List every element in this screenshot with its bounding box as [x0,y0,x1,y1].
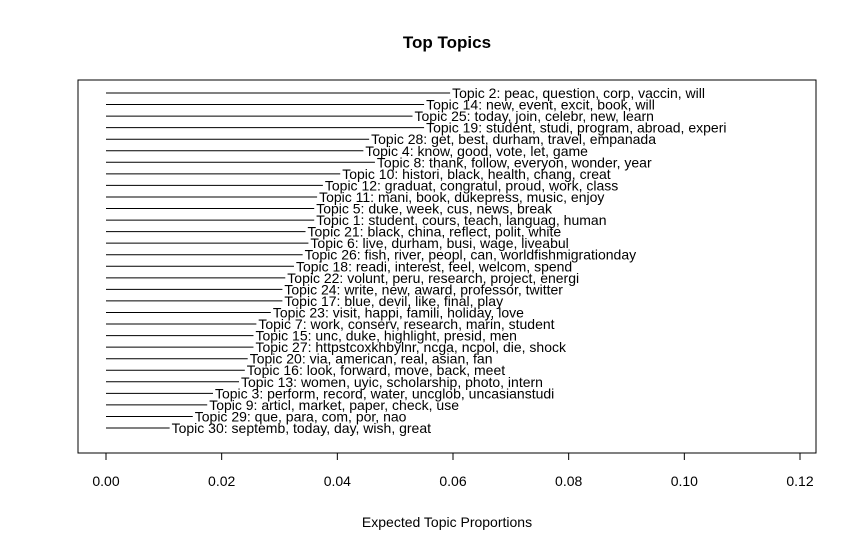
bar-label-topic-3: Topic 19: student, studi, program, abroa… [426,120,726,136]
bar-label-topic-26: Topic 3: perform, record, water, uncglob… [215,385,554,401]
bar-label-topic-18: Topic 17: blue, devil, like, final, play [284,293,503,309]
bar-label-topic-21: Topic 15: unc, duke, highlight, presid, … [255,328,516,344]
x-tick-label-2: 0.04 [324,473,351,489]
bar-label-topic-20: Topic 7: work, conserv, research, marin,… [258,316,554,332]
bar-label-topic-6: Topic 8: thank, follow, everyon, wonder,… [377,154,652,170]
bar-label-topic-16: Topic 22: volunt, peru, research, projec… [287,270,579,286]
bar-label-topic-22: Topic 27: httpstcoxkhbylnr, ncga, ncpol,… [255,339,567,355]
bar-label-topic-17: Topic 24: write, new, award, professor, … [284,281,563,297]
bars-layer [106,92,451,429]
bar-label-topic-1: Topic 14: new, event, excit, book, will [426,97,655,113]
bar-label-topic-29: Topic 30: septemb, today, day, wish, gre… [172,420,432,436]
x-axis: 0.00 0.02 0.04 0.06 0.08 0.10 0.12 [92,452,814,489]
x-tick-label-5: 0.10 [671,473,698,489]
x-tick-label-0: 0.00 [92,473,119,489]
bar-label-topic-10: Topic 5: duke, week, cus, news, break [316,201,553,217]
bar-label-topic-15: Topic 18: readi, interest, feel, welcom,… [296,258,572,274]
x-axis-title: Expected Topic Proportions [362,514,532,530]
x-tick-label-4: 0.08 [555,473,582,489]
bar-label-topic-2: Topic 25: today, join, celebr, new, lear… [415,108,654,124]
bar-label-topic-24: Topic 16: look, forward, move, back, mee… [247,362,505,378]
bar-label-topic-13: Topic 6: live, durham, busi, wage, livea… [310,235,568,251]
bar-label-topic-4: Topic 28: get, best, durham, travel, emp… [371,131,656,147]
bar-label-topic-8: Topic 12: graduat, congratul, proud, wor… [325,177,618,193]
x-tick-label-6: 0.12 [786,473,813,489]
bar-labels-layer: Topic 2: peac, question, corp, vaccin, w… [172,85,727,436]
bar-label-topic-12: Topic 21: black, china, reflect, polit, … [308,224,562,240]
x-tick-label-1: 0.02 [208,473,235,489]
bar-label-topic-5: Topic 4: know, good, vote, let, game [365,143,588,159]
bar-label-topic-23: Topic 20: via, american, real, asian, fa… [250,351,493,367]
bar-label-topic-11: Topic 1: student, cours, teach, languag,… [316,212,606,228]
x-tick-label-3: 0.06 [439,473,466,489]
bar-label-topic-9: Topic 11: mani, book, dukepress, music, … [319,189,604,205]
bar-label-topic-25: Topic 13: women, uyic, scholarship, phot… [241,374,543,390]
bar-label-topic-19: Topic 23: visit, happi, famili, holiday,… [273,304,524,320]
bar-label-topic-28: Topic 29: que, para, com, por, nao [195,408,407,424]
bar-label-topic-7: Topic 10: histori, black, health, chang,… [342,166,611,182]
bar-label-topic-0: Topic 2: peac, question, corp, vaccin, w… [452,85,705,101]
bar-label-topic-27: Topic 9: articl, market, paper, check, u… [209,397,459,413]
chart-title: Top Topics [403,33,491,52]
bar-label-topic-14: Topic 26: fish, river, peopl, can, world… [305,247,636,263]
